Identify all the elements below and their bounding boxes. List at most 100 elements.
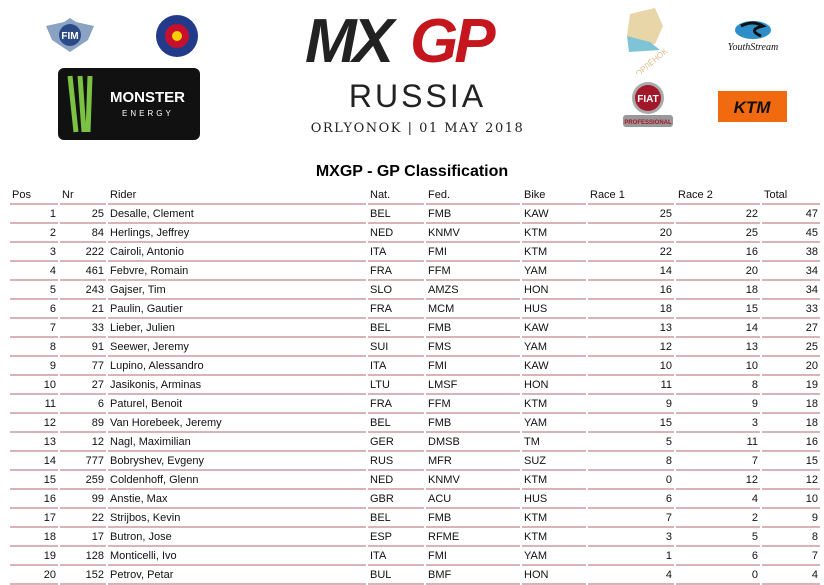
table-header-row: Pos Nr Rider Nat. Fed. Bike Race 1 Race … <box>10 186 820 205</box>
cell-fed: FMI <box>426 243 520 262</box>
cell-nat: LTU <box>368 376 424 395</box>
col-nat: Nat. <box>368 186 424 205</box>
cell-bike: KAW <box>522 319 586 338</box>
cell-total: 10 <box>762 490 820 509</box>
cell-bike: YAM <box>522 414 586 433</box>
cell-bike: TM <box>522 433 586 452</box>
youthstream-logo: YouthStream <box>717 18 789 58</box>
cell-race1: 4 <box>588 566 674 585</box>
cell-bike: YAM <box>522 338 586 357</box>
cell-nr: 21 <box>60 300 106 319</box>
cell-race2: 15 <box>676 300 760 319</box>
cell-nr: 12 <box>60 433 106 452</box>
cell-fed: LMSF <box>426 376 520 395</box>
cell-total: 20 <box>762 357 820 376</box>
cell-pos: 4 <box>10 262 58 281</box>
cell-fed: FMS <box>426 338 520 357</box>
cell-fed: FMB <box>426 509 520 528</box>
cell-pos: 7 <box>10 319 58 338</box>
cell-nat: FRA <box>368 395 424 414</box>
cell-pos: 13 <box>10 433 58 452</box>
cell-nat: ITA <box>368 357 424 376</box>
cell-nr: 89 <box>60 414 106 433</box>
cell-bike: HUS <box>522 490 586 509</box>
cell-total: 45 <box>762 224 820 243</box>
table-row: 14 777 Bobryshev, Evgeny RUS MFR SUZ 8 7 15 <box>10 452 820 471</box>
table-row: 20 152 Petrov, Petar BUL BMF HON 4 0 4 <box>10 566 820 585</box>
cell-pos: 3 <box>10 243 58 262</box>
cell-total: 47 <box>762 205 820 224</box>
cell-pos: 14 <box>10 452 58 471</box>
cell-total: 15 <box>762 452 820 471</box>
svg-text:FIAT: FIAT <box>637 94 658 105</box>
fim-logo: FIM <box>44 18 96 54</box>
cell-rider: Petrov, Petar <box>108 566 366 585</box>
cell-rider: Bobryshev, Evgeny <box>108 452 366 471</box>
cell-race2: 10 <box>676 357 760 376</box>
svg-text:YouthStream: YouthStream <box>728 42 778 53</box>
cell-bike: KTM <box>522 224 586 243</box>
cell-race1: 6 <box>588 490 674 509</box>
cell-race1: 18 <box>588 300 674 319</box>
cell-fed: FMB <box>426 205 520 224</box>
cell-race2: 18 <box>676 281 760 300</box>
table-row: 11 6 Paturel, Benoit FRA FFM KTM 9 9 18 <box>10 395 820 414</box>
table-row: 16 99 Anstie, Max GBR ACU HUS 6 4 10 <box>10 490 820 509</box>
table-row: 5 243 Gajser, Tim SLO AMZS HON 16 18 34 <box>10 281 820 300</box>
cell-bike: YAM <box>522 262 586 281</box>
cell-race1: 0 <box>588 471 674 490</box>
cell-nat: NED <box>368 224 424 243</box>
cell-race2: 5 <box>676 528 760 547</box>
cell-fed: MCM <box>426 300 520 319</box>
cell-nr: 128 <box>60 547 106 566</box>
cell-race2: 11 <box>676 433 760 452</box>
cell-nat: FRA <box>368 262 424 281</box>
cell-total: 34 <box>762 262 820 281</box>
cell-rider: Desalle, Clement <box>108 205 366 224</box>
cell-rider: Gajser, Tim <box>108 281 366 300</box>
cell-nat: BEL <box>368 414 424 433</box>
cell-nr: 777 <box>60 452 106 471</box>
cell-race2: 13 <box>676 338 760 357</box>
cell-rider: Paturel, Benoit <box>108 395 366 414</box>
cell-bike: YAM <box>522 547 586 566</box>
fiat-professional-logo: FIAT PROFESSIONAL <box>622 80 674 128</box>
cell-total: 9 <box>762 509 820 528</box>
cell-nr: 22 <box>60 509 106 528</box>
cell-rider: Van Horebeek, Jeremy <box>108 414 366 433</box>
cell-race1: 1 <box>588 547 674 566</box>
cell-total: 19 <box>762 376 820 395</box>
table-row: 17 22 Strijbos, Kevin BEL FMB KTM 7 2 9 <box>10 509 820 528</box>
table-row: 18 17 Butron, Jose ESP RFME KTM 3 5 8 <box>10 528 820 547</box>
cell-race1: 20 <box>588 224 674 243</box>
cell-nr: 461 <box>60 262 106 281</box>
col-total: Total <box>762 186 820 205</box>
cell-nr: 27 <box>60 376 106 395</box>
cell-race2: 16 <box>676 243 760 262</box>
cell-pos: 19 <box>10 547 58 566</box>
cell-race2: 25 <box>676 224 760 243</box>
cell-nr: 259 <box>60 471 106 490</box>
cell-pos: 12 <box>10 414 58 433</box>
cell-race2: 7 <box>676 452 760 471</box>
table-row: 4 461 Febvre, Romain FRA FFM YAM 14 20 34 <box>10 262 820 281</box>
svg-text:KTM: KTM <box>734 98 772 117</box>
col-nr: Nr <box>60 186 106 205</box>
svg-text:ENERGY: ENERGY <box>122 109 174 118</box>
cell-fed: KNMV <box>426 471 520 490</box>
cell-rider: Strijbos, Kevin <box>108 509 366 528</box>
cell-fed: AMZS <box>426 281 520 300</box>
cell-nr: 84 <box>60 224 106 243</box>
cell-race2: 12 <box>676 471 760 490</box>
col-race1: Race 1 <box>588 186 674 205</box>
cell-total: 18 <box>762 395 820 414</box>
cell-rider: Monticelli, Ivo <box>108 547 366 566</box>
cell-bike: KTM <box>522 509 586 528</box>
cell-nat: SUI <box>368 338 424 357</box>
cell-nat: FRA <box>368 300 424 319</box>
cell-nr: 91 <box>60 338 106 357</box>
cell-rider: Herlings, Jeffrey <box>108 224 366 243</box>
cell-bike: HON <box>522 281 586 300</box>
cell-race1: 15 <box>588 414 674 433</box>
table-row: 1 25 Desalle, Clement BEL FMB KAW 25 22 47 <box>10 205 820 224</box>
